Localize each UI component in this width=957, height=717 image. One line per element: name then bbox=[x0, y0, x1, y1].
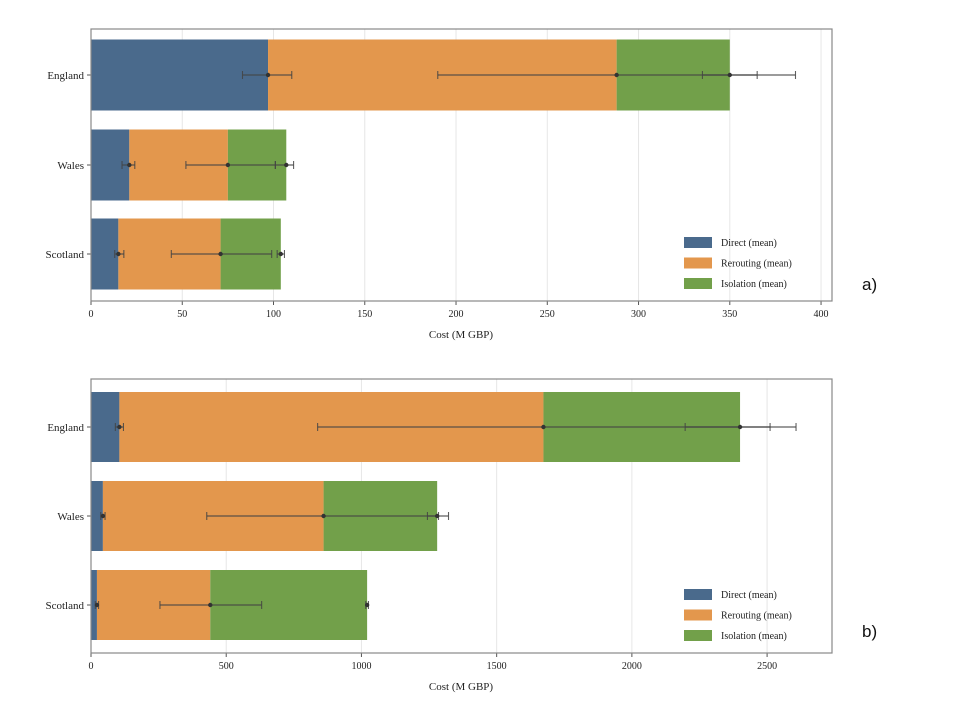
error-bar bbox=[159, 601, 263, 609]
y-tick-label: Wales bbox=[57, 160, 84, 172]
x-tick-label: 500 bbox=[219, 661, 234, 672]
error-bar bbox=[170, 250, 273, 258]
x-tick-label: 1500 bbox=[487, 661, 507, 672]
x-tick-label: 150 bbox=[357, 309, 372, 320]
bar-direct bbox=[91, 392, 120, 462]
legend-swatch bbox=[684, 278, 712, 289]
mean-marker bbox=[127, 162, 132, 168]
mean-marker bbox=[364, 602, 370, 608]
x-tick-label: 50 bbox=[177, 309, 187, 320]
panel-label-a: a) bbox=[862, 275, 877, 294]
mean-marker bbox=[225, 162, 231, 168]
error-bar bbox=[100, 512, 106, 520]
x-tick-label: 0 bbox=[89, 309, 94, 320]
mean-marker bbox=[265, 72, 271, 78]
error-bar bbox=[364, 601, 370, 609]
bar-direct bbox=[91, 218, 119, 290]
mean-marker bbox=[737, 424, 743, 430]
mean-marker bbox=[614, 72, 619, 78]
bar-direct bbox=[91, 570, 97, 640]
legend-swatch bbox=[684, 609, 712, 621]
legend-label: Direct (mean) bbox=[721, 238, 777, 249]
x-tick-label: 2000 bbox=[622, 661, 642, 672]
error-bar bbox=[114, 250, 125, 258]
error-bar bbox=[276, 250, 286, 258]
mean-marker bbox=[541, 424, 546, 430]
x-tick-label: 300 bbox=[631, 309, 646, 320]
legend: Direct (mean) Rerouting (mean) Isolation (… bbox=[684, 237, 792, 290]
x-tick-label: 350 bbox=[722, 309, 737, 320]
chart-a: a) Cost (M GBP) 0 50 100 150 200 250 300 350 400… bbox=[46, 28, 877, 341]
x-tick-label: 100 bbox=[266, 309, 281, 320]
error-bar bbox=[684, 423, 771, 431]
legend-label: Isolation (mean) bbox=[721, 631, 787, 642]
x-tick-label: 200 bbox=[449, 309, 464, 320]
legend-swatch bbox=[684, 589, 712, 600]
x-tick-label: 0 bbox=[89, 661, 94, 672]
error-bar bbox=[241, 71, 293, 79]
mean-marker bbox=[727, 72, 732, 78]
chart-b: b) Cost (M GBP) 0 500 1000 1500 2000 2500 Engl… bbox=[46, 378, 877, 693]
error-bar bbox=[114, 423, 125, 431]
mean-marker bbox=[434, 513, 440, 519]
bar-direct bbox=[91, 481, 103, 551]
bar-direct bbox=[91, 39, 269, 111]
legend-swatch bbox=[684, 630, 712, 641]
y-tick-label: Scotland bbox=[46, 249, 85, 261]
legend-swatch bbox=[684, 237, 712, 248]
legend-label: Rerouting (mean) bbox=[721, 259, 792, 270]
panel-label-b: b) bbox=[862, 622, 877, 641]
error-bar bbox=[701, 71, 758, 79]
mean-marker bbox=[94, 602, 100, 608]
legend-label: Rerouting (mean) bbox=[721, 611, 792, 622]
error-bar bbox=[121, 161, 136, 169]
legend-label: Isolation (mean) bbox=[721, 279, 787, 290]
x-tick-label: 1000 bbox=[351, 661, 371, 672]
mean-marker bbox=[116, 251, 121, 257]
y-tick-label: Wales bbox=[57, 511, 84, 523]
y-tick-label: Scotland bbox=[46, 600, 85, 612]
legend-label: Direct (mean) bbox=[721, 590, 777, 601]
mean-marker bbox=[208, 602, 213, 608]
mean-marker bbox=[218, 251, 223, 257]
legend-swatch bbox=[684, 257, 712, 269]
mean-marker bbox=[117, 424, 122, 430]
plot-frame bbox=[90, 28, 833, 302]
x-tick-label: 2500 bbox=[757, 661, 777, 672]
x-axis-label-b: Cost (M GBP) bbox=[429, 681, 494, 693]
error-bar bbox=[274, 161, 295, 169]
mean-marker bbox=[278, 251, 284, 257]
mean-marker bbox=[284, 162, 289, 168]
y-tick-label: England bbox=[47, 70, 84, 82]
plot-frame bbox=[90, 378, 833, 654]
x-tick-label: 250 bbox=[540, 309, 555, 320]
error-bar bbox=[426, 512, 450, 520]
x-axis-label-a: Cost (M GBP) bbox=[429, 329, 494, 341]
legend: Direct (mean) Rerouting (mean) Isolation (… bbox=[684, 589, 792, 642]
mean-marker bbox=[321, 513, 326, 519]
y-tick-label: England bbox=[47, 422, 84, 434]
error-bar bbox=[94, 601, 100, 609]
mean-marker bbox=[100, 513, 106, 519]
x-tick-label: 400 bbox=[814, 309, 829, 320]
